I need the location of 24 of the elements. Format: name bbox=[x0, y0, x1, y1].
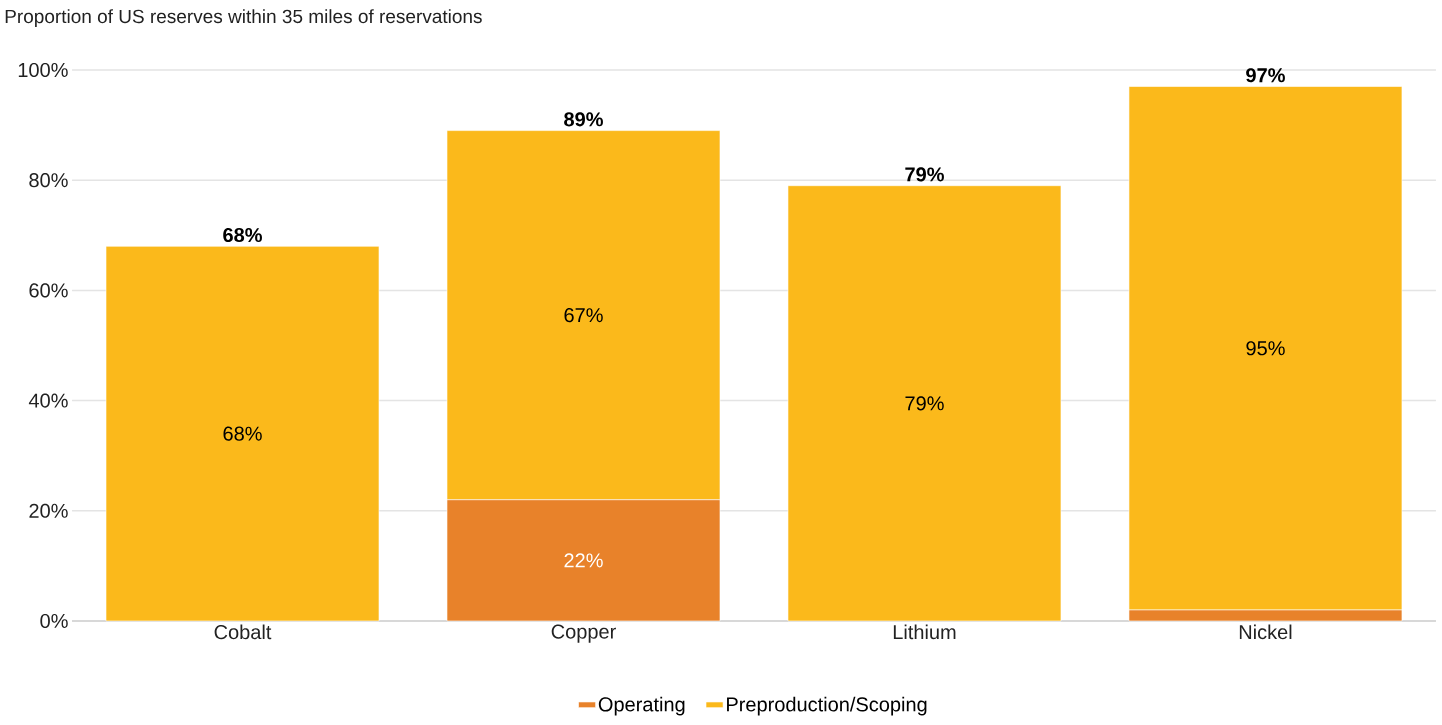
bar bbox=[787, 185, 1062, 622]
total-label: 89% bbox=[564, 112, 603, 127]
total-label: 97% bbox=[1246, 68, 1285, 83]
y-tick-label: 40% bbox=[28, 393, 68, 408]
y-tick-label: 100% bbox=[18, 62, 68, 78]
data-label: 95% bbox=[1246, 341, 1285, 356]
y-tick-label: 20% bbox=[29, 503, 68, 518]
legend-label: Preproduction/Scoping bbox=[727, 696, 927, 716]
data-label: 67% bbox=[564, 308, 603, 323]
legend-label: Operating bbox=[598, 696, 685, 716]
chart-title: Proportion of US reserves within 35 miles of reservations bbox=[5, 9, 482, 27]
x-tick-label: Nickel bbox=[1239, 624, 1292, 640]
bar bbox=[105, 246, 380, 622]
total-label: 68% bbox=[223, 227, 262, 243]
y-tick-label: 0% bbox=[40, 613, 68, 629]
data-label: 68% bbox=[223, 426, 262, 441]
data-label: 79% bbox=[905, 396, 944, 411]
y-tick-label: 60% bbox=[29, 283, 68, 298]
data-label: 22% bbox=[564, 553, 603, 568]
total-label: 79% bbox=[905, 167, 944, 182]
x-tick-label: Copper bbox=[551, 624, 616, 643]
x-tick-label: Lithium bbox=[893, 624, 956, 640]
y-tick-label: 80% bbox=[29, 173, 68, 188]
x-tick-label: Cobalt bbox=[214, 624, 272, 640]
